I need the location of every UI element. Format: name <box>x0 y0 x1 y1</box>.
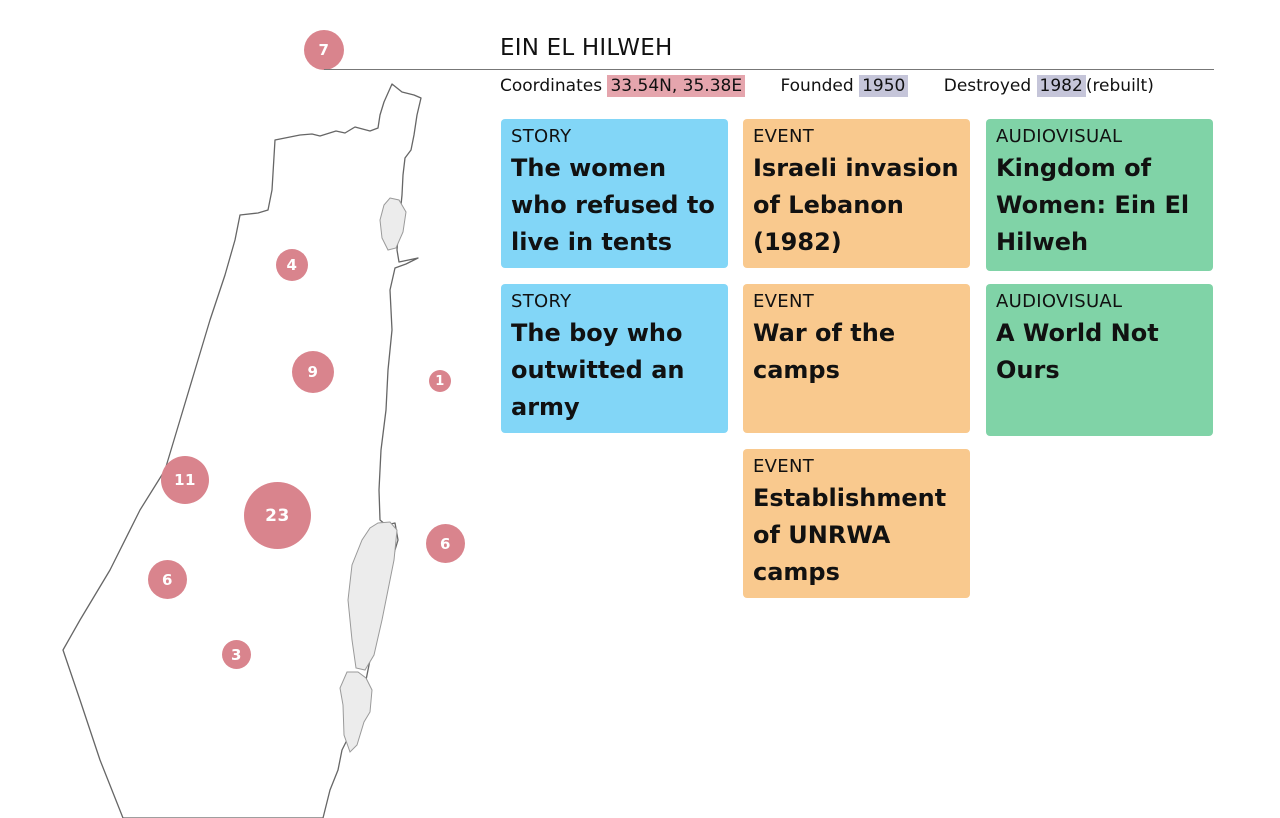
card-type-label: EVENT <box>753 291 815 312</box>
camp-count-marker[interactable]: 3 <box>222 640 251 669</box>
coordinates-label: Coordinates <box>500 76 603 96</box>
card-title: Kingdom of Women: Ein El Hilweh <box>996 154 1190 256</box>
card-title: War of the camps <box>753 319 896 384</box>
destroyed-value: 1982 <box>1036 75 1086 97</box>
card-type-label: AUDIOVISUAL <box>996 291 1123 312</box>
founded-group: Founded 1950 <box>780 75 909 97</box>
card-type-label: STORY <box>511 126 572 147</box>
destroyed-group: Destroyed 1982 (rebuilt) <box>943 75 1154 97</box>
camp-count-marker[interactable]: 1 <box>429 370 451 392</box>
camp-count-marker[interactable]: 7 <box>304 30 344 70</box>
coordinates-value: 33.54N, 35.38E <box>607 75 746 97</box>
card-type-label: EVENT <box>753 456 815 477</box>
card-type-label: STORY <box>511 291 572 312</box>
event-card[interactable]: EVENT Israeli invasion of Lebanon (1982) <box>743 119 970 268</box>
card-title: A World Not Ours <box>996 319 1159 384</box>
camp-count-marker[interactable]: 6 <box>148 560 187 599</box>
camp-count-marker[interactable]: 11 <box>161 456 209 504</box>
event-card[interactable]: EVENT Establishment of UNRWA camps <box>743 449 970 598</box>
audiovisual-card[interactable]: AUDIOVISUAL Kingdom of Women: Ein El Hil… <box>986 119 1213 271</box>
audiovisual-card[interactable]: AUDIOVISUAL A World Not Ours <box>986 284 1213 436</box>
coordinates-group: Coordinates 33.54N, 35.38E <box>500 75 746 97</box>
story-card[interactable]: STORY The boy who outwitted an army <box>501 284 728 433</box>
card-title: The boy who outwitted an army <box>511 319 685 421</box>
card-title: Establishment of UNRWA camps <box>753 484 947 586</box>
title-divider <box>324 69 1214 70</box>
camp-count-marker[interactable]: 6 <box>426 524 465 563</box>
destroyed-note: (rebuilt) <box>1085 76 1154 96</box>
camp-count-marker[interactable]: 4 <box>276 249 308 281</box>
camp-count-marker[interactable]: 9 <box>292 351 334 393</box>
card-type-label: AUDIOVISUAL <box>996 126 1123 147</box>
camp-count-marker[interactable]: 23 <box>244 482 311 549</box>
card-title: The women who refused to live in tents <box>511 154 715 256</box>
card-title: Israeli invasion of Lebanon (1982) <box>753 154 959 256</box>
card-type-label: EVENT <box>753 126 815 147</box>
story-card[interactable]: STORY The women who refused to live in t… <box>501 119 728 268</box>
map-outline <box>62 83 422 818</box>
camp-meta: Coordinates 33.54N, 35.38E Founded 1950 … <box>500 75 1184 97</box>
founded-label: Founded <box>780 76 854 96</box>
camp-title: EIN EL HILWEH <box>500 35 673 61</box>
destroyed-label: Destroyed <box>943 76 1032 96</box>
event-card[interactable]: EVENT War of the camps <box>743 284 970 433</box>
founded-value: 1950 <box>859 75 909 97</box>
